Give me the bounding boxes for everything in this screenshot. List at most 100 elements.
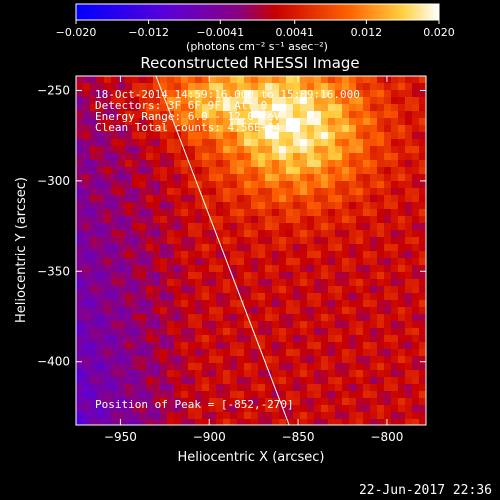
heatmap-cell [181, 153, 188, 160]
heatmap-cell [412, 286, 419, 293]
heatmap-cell [83, 363, 90, 370]
heatmap-cell [321, 167, 328, 174]
heatmap-cell [265, 286, 272, 293]
heatmap-cell [146, 90, 153, 97]
heatmap-cell [216, 153, 223, 160]
heatmap-cell [139, 104, 146, 111]
heatmap-cell [300, 356, 307, 363]
heatmap-cell [384, 321, 391, 328]
heatmap-cell [251, 230, 258, 237]
heatmap-cell [160, 174, 167, 181]
heatmap-cell [258, 384, 265, 391]
heatmap-cell [265, 405, 272, 412]
plot-frame [75, 75, 427, 426]
heatmap-cell [363, 174, 370, 181]
heatmap-cell [321, 195, 328, 202]
heatmap-cell [356, 419, 363, 425]
heatmap-cell [356, 370, 363, 377]
heatmap-cell [237, 230, 244, 237]
heatmap-cell [244, 321, 251, 328]
heatmap-cell [230, 160, 237, 167]
heatmap-cell [335, 160, 342, 167]
heatmap-cell [328, 76, 335, 83]
heatmap-cell [181, 118, 188, 125]
heatmap-cell [139, 97, 146, 104]
heatmap-cell [195, 153, 202, 160]
heatmap-cell [307, 307, 314, 314]
heatmap-cell [216, 300, 223, 307]
heatmap-cell [202, 97, 209, 104]
heatmap-cell [230, 209, 237, 216]
x-tick-label: −900 [193, 430, 226, 444]
heatmap-cell [377, 384, 384, 391]
heatmap-cell [83, 279, 90, 286]
heatmap-cell [265, 356, 272, 363]
heatmap-cell [342, 160, 349, 167]
heatmap-cell [244, 251, 251, 258]
heatmap-cell [76, 132, 83, 139]
heatmap-cell [146, 321, 153, 328]
heatmap-cell [272, 125, 279, 132]
heatmap-cell [251, 223, 258, 230]
heatmap-cell [118, 118, 125, 125]
heatmap-cell [342, 223, 349, 230]
heatmap-cell [314, 314, 321, 321]
heatmap-cell [370, 363, 377, 370]
heatmap-cell [279, 279, 286, 286]
heatmap-cell [300, 195, 307, 202]
heatmap-cell [244, 174, 251, 181]
heatmap-cell [328, 160, 335, 167]
heatmap-cell [209, 356, 216, 363]
heatmap-cell [314, 300, 321, 307]
heatmap-cell [160, 398, 167, 405]
heatmap-cell [139, 153, 146, 160]
heatmap-cell [237, 314, 244, 321]
heatmap-cell [286, 125, 293, 132]
heatmap-cell [153, 370, 160, 377]
heatmap-cell [76, 349, 83, 356]
heatmap-cell [412, 132, 419, 139]
heatmap-cell [174, 342, 181, 349]
heatmap-cell [97, 153, 104, 160]
heatmap-cell [223, 202, 230, 209]
heatmap-cell [174, 286, 181, 293]
heatmap-cell [384, 118, 391, 125]
heatmap-cell [125, 83, 132, 90]
heatmap-cell [202, 349, 209, 356]
heatmap-cell [391, 377, 398, 384]
heatmap-cell [258, 237, 265, 244]
heatmap-cell [370, 356, 377, 363]
heatmap-cell [300, 118, 307, 125]
heatmap-cell [370, 160, 377, 167]
heatmap-cell [412, 118, 419, 125]
heatmap-cell [132, 125, 139, 132]
heatmap-cell [314, 419, 321, 425]
heatmap-cell [111, 265, 118, 272]
heatmap-cell [293, 258, 300, 265]
heatmap-cell [209, 83, 216, 90]
heatmap-cell [279, 328, 286, 335]
heatmap-cell [125, 76, 132, 83]
heatmap-cell [202, 104, 209, 111]
heatmap-cell [328, 300, 335, 307]
heatmap-cell [202, 405, 209, 412]
heatmap-cell [279, 237, 286, 244]
heatmap-cell [321, 153, 328, 160]
heatmap-cell [125, 125, 132, 132]
heatmap-cell [83, 118, 90, 125]
heatmap-cell [174, 398, 181, 405]
heatmap-cell [223, 328, 230, 335]
heatmap-cell [272, 405, 279, 412]
heatmap-cell [111, 230, 118, 237]
heatmap-cell [307, 279, 314, 286]
heatmap-cell [377, 118, 384, 125]
heatmap-cell [265, 363, 272, 370]
heatmap-cell [230, 181, 237, 188]
heatmap-cell [384, 223, 391, 230]
heatmap-cell [391, 328, 398, 335]
heatmap-cell [111, 398, 118, 405]
heatmap-cell [230, 335, 237, 342]
heatmap-cell [335, 398, 342, 405]
heatmap-cell [118, 377, 125, 384]
heatmap-cell [391, 118, 398, 125]
